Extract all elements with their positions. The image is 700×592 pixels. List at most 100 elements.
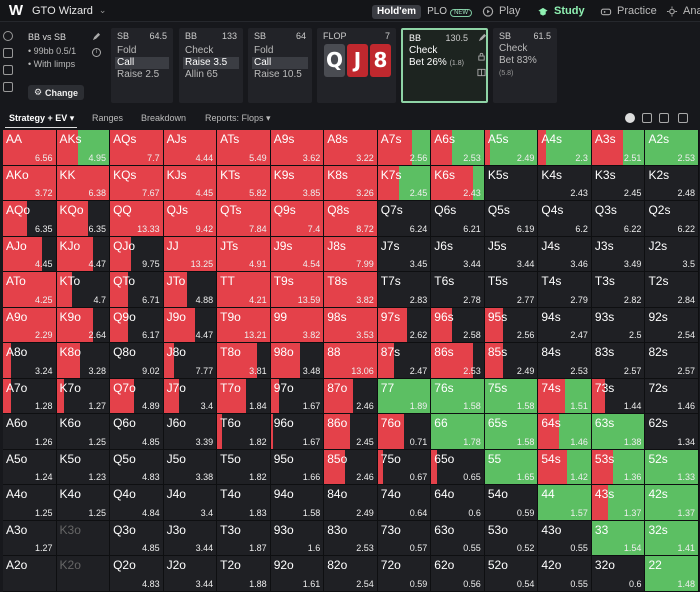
hand-cell[interactable]: J6o 3.39 bbox=[163, 414, 218, 450]
hand-cell[interactable]: 63s 1.38 bbox=[591, 414, 646, 450]
hand-cell[interactable]: 85s 2.49 bbox=[484, 343, 539, 379]
tab-breakdown[interactable]: Breakdown bbox=[141, 113, 187, 123]
hand-cell[interactable]: 84o 2.49 bbox=[324, 485, 378, 521]
nav-play[interactable]: Play bbox=[482, 3, 520, 19]
hand-cell[interactable]: 92o 1.61 bbox=[270, 556, 325, 592]
hand-cell[interactable]: 72o 0.59 bbox=[377, 556, 432, 592]
tab-reports-flops[interactable]: Reports: Flops ▾ bbox=[205, 113, 271, 124]
hand-cell[interactable]: KTs 5.82 bbox=[217, 165, 271, 202]
hand-cell[interactable]: 42s 1.37 bbox=[645, 485, 699, 521]
pencil-icon[interactable] bbox=[478, 33, 487, 42]
hand-cell[interactable]: 32o 0.6 bbox=[591, 556, 646, 592]
hand-cell[interactable]: 99 3.82 bbox=[270, 307, 325, 344]
hand-cell[interactable]: A2s 2.53 bbox=[645, 130, 699, 166]
hand-cell[interactable]: 93s 2.5 bbox=[591, 307, 646, 344]
hand-cell[interactable]: K7s 2.45 bbox=[377, 165, 432, 202]
hand-cell[interactable]: K4o 1.25 bbox=[56, 485, 111, 521]
hand-cell[interactable]: K6s 2.43 bbox=[431, 165, 485, 202]
hand-cell[interactable]: 75s 1.58 bbox=[484, 378, 539, 415]
hand-cell[interactable]: 43s 1.37 bbox=[591, 485, 646, 521]
hand-cell[interactable]: 64o 0.6 bbox=[431, 485, 485, 521]
nav-study[interactable]: Study bbox=[537, 3, 585, 19]
hand-cell[interactable]: QTo 6.71 bbox=[110, 272, 164, 308]
hand-cell[interactable]: 82s 2.57 bbox=[645, 343, 699, 379]
hand-cell[interactable]: 33 1.54 bbox=[591, 520, 646, 557]
list-view-icon[interactable] bbox=[678, 113, 688, 123]
hand-cell[interactable]: A3o 1.27 bbox=[3, 520, 57, 557]
hand-cell[interactable]: 54s 1.42 bbox=[538, 449, 592, 486]
chevron-down-icon[interactable]: ⌄ bbox=[98, 5, 107, 15]
hand-cell[interactable]: A7s 2.56 bbox=[377, 130, 432, 166]
hand-cell[interactable]: 62s 1.34 bbox=[645, 414, 699, 450]
hand-cell[interactable]: K9o 2.64 bbox=[56, 307, 111, 344]
hand-cell[interactable]: J6s 3.44 bbox=[431, 236, 485, 273]
pie-view-icon[interactable] bbox=[625, 113, 635, 123]
hand-cell[interactable]: J5o 3.38 bbox=[163, 449, 218, 486]
action-call[interactable]: Call bbox=[252, 57, 308, 69]
hand-cell[interactable]: Q4s 6.2 bbox=[538, 201, 592, 237]
hand-cell[interactable]: 52s 1.33 bbox=[645, 449, 699, 486]
plo-toggle[interactable]: PLO NEW bbox=[427, 6, 473, 17]
action-panel-bb-2[interactable]: BB 130.5 Check Bet 26% (1.8) bbox=[401, 28, 488, 103]
hand-cell[interactable]: K4s 2.43 bbox=[538, 165, 592, 202]
hand-cell[interactable]: J4s 3.46 bbox=[538, 236, 592, 273]
tab-strategy-ev[interactable]: Strategy + EV ▾ bbox=[9, 113, 74, 124]
action-raise[interactable]: Raise 2.5 bbox=[117, 69, 160, 80]
hand-cell[interactable]: 53s 1.36 bbox=[591, 449, 646, 486]
hand-cell[interactable]: Q7o 4.89 bbox=[110, 378, 164, 415]
hand-cell[interactable]: 73o 0.57 bbox=[377, 520, 432, 557]
hand-cell[interactable]: 95s 2.56 bbox=[484, 307, 539, 344]
hand-cell[interactable]: A3s 2.51 bbox=[591, 130, 646, 166]
hand-cell[interactable]: J7s 3.45 bbox=[377, 236, 432, 273]
table-view-icon[interactable] bbox=[659, 113, 669, 123]
action-raise[interactable]: Raise 3.5 bbox=[183, 57, 239, 69]
hand-cell[interactable]: 53o 0.52 bbox=[484, 520, 539, 557]
hand-cell[interactable]: KK 6.38 bbox=[56, 165, 111, 202]
hand-cell[interactable]: A5o 1.24 bbox=[3, 449, 57, 486]
hand-cell[interactable]: 72s 1.46 bbox=[645, 378, 699, 415]
action-bet[interactable]: Bet 26% (1.8) bbox=[407, 57, 467, 69]
hand-cell[interactable]: K5s bbox=[484, 165, 539, 202]
hand-cell[interactable]: KQo 6.35 bbox=[56, 201, 111, 237]
hand-cell[interactable]: QJo 9.75 bbox=[110, 236, 164, 273]
hand-cell[interactable]: Q4o 4.84 bbox=[110, 485, 164, 521]
action-raise[interactable]: Raise 10.5 bbox=[254, 69, 302, 80]
hand-cell[interactable]: T4o 1.83 bbox=[217, 485, 271, 521]
hand-cell[interactable]: 86s 2.53 bbox=[431, 343, 485, 379]
hand-cell[interactable]: T8s 3.82 bbox=[324, 272, 378, 308]
hand-cell[interactable]: ATs 5.49 bbox=[217, 130, 271, 166]
action-allin[interactable]: Allin 65 bbox=[185, 69, 218, 80]
hand-cell[interactable]: T3s 2.82 bbox=[591, 272, 646, 308]
hand-cell[interactable]: Q8o 9.02 bbox=[110, 343, 164, 379]
hand-cell[interactable]: J9s 4.54 bbox=[270, 236, 325, 273]
hand-cell[interactable]: Q2o 4.83 bbox=[110, 556, 164, 592]
hand-cell[interactable]: Q7s 6.24 bbox=[377, 201, 432, 237]
hand-cell[interactable]: A4s 2.3 bbox=[538, 130, 592, 166]
hand-cell[interactable]: Q5o 4.83 bbox=[110, 449, 164, 486]
action-check[interactable]: Check bbox=[499, 43, 528, 54]
lock-icon[interactable] bbox=[477, 52, 486, 61]
hand-cell[interactable]: A2o bbox=[3, 556, 57, 592]
hand-cell[interactable]: J3s 3.49 bbox=[591, 236, 646, 273]
hand-cell[interactable]: K3s 2.45 bbox=[591, 165, 646, 202]
hand-cell[interactable]: 44 1.57 bbox=[538, 485, 592, 521]
change-button[interactable]: ⚙ Change bbox=[28, 85, 84, 100]
hand-cell[interactable]: KQs 7.67 bbox=[110, 165, 164, 202]
hand-cell[interactable]: 22 1.48 bbox=[645, 556, 699, 592]
hand-cell[interactable]: KJs 4.45 bbox=[163, 165, 218, 202]
info-icon[interactable]: i bbox=[92, 48, 101, 57]
hand-cell[interactable]: K9s 3.85 bbox=[270, 165, 325, 202]
hand-cell[interactable]: T5o 1.82 bbox=[217, 449, 271, 486]
hand-cell[interactable]: AQs 7.7 bbox=[110, 130, 164, 166]
hand-cell[interactable]: Q6o 4.85 bbox=[110, 414, 164, 450]
hand-cell[interactable]: A6s 2.53 bbox=[431, 130, 485, 166]
hand-cell[interactable]: K8o 3.28 bbox=[56, 343, 111, 379]
tab-ranges[interactable]: Ranges bbox=[92, 113, 124, 123]
hand-cell[interactable]: J3o 3.44 bbox=[163, 520, 218, 557]
hand-cell[interactable]: AJo 4.45 bbox=[3, 236, 57, 273]
action-panel-sb-1[interactable]: SB 64.5 Fold Call Raise 2.5 bbox=[111, 28, 173, 103]
hand-cell[interactable]: 76o 0.71 bbox=[377, 414, 432, 450]
hand-cell[interactable]: K2s 2.48 bbox=[645, 165, 699, 202]
hand-cell[interactable]: 98s 3.53 bbox=[324, 307, 378, 344]
hand-cell[interactable]: 97s 2.62 bbox=[377, 307, 432, 344]
